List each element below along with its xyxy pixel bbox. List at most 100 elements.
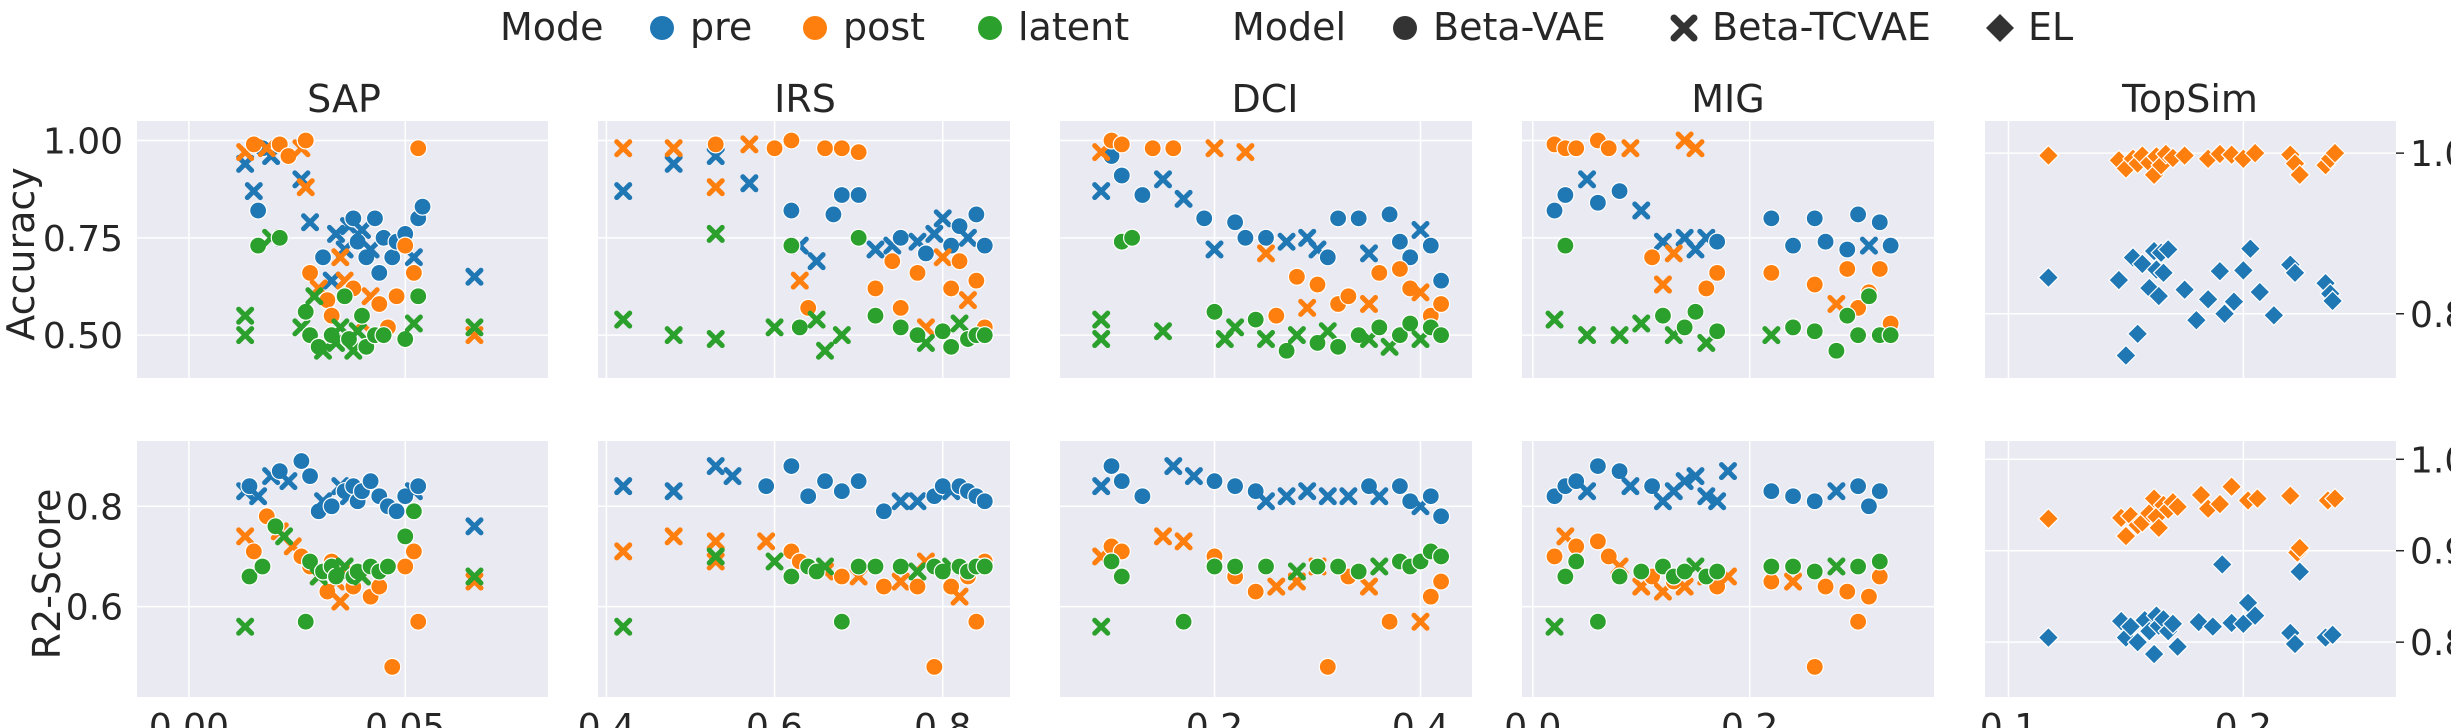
latent-beta-vae-point [396, 527, 415, 546]
post-el-point [2324, 487, 2346, 510]
latent-beta-tcvae-point [706, 224, 725, 243]
latent-beta-vae-point [1762, 557, 1781, 576]
pre-beta-tcvae-point [1578, 170, 1597, 189]
post-beta-vae-point [1287, 267, 1307, 286]
post-beta-vae-point [409, 139, 428, 158]
latent-beta-vae-point [866, 557, 885, 576]
post-beta-vae-point [1849, 612, 1868, 631]
post-el-point [2246, 487, 2269, 510]
column-title-mig: MIG [1691, 77, 1764, 121]
post-beta-vae-point [1112, 135, 1131, 154]
latent-beta-vae-point [1827, 341, 1846, 360]
pre-beta-tcvae-point [723, 467, 742, 486]
post-beta-tcvae-point [1154, 527, 1172, 546]
post-beta-vae-point [1838, 582, 1857, 601]
post-beta-tcvae-point [664, 139, 683, 158]
pre-beta-tcvae-point [1092, 477, 1111, 496]
latent-beta-vae-point [1431, 326, 1451, 345]
pre-beta-vae-point [1102, 456, 1121, 476]
post-beta-tcvae-point [1236, 143, 1255, 162]
legend-latent-label: latent [1018, 5, 1129, 49]
post-beta-tcvae-point [891, 572, 910, 591]
pre-beta-vae-point [1610, 462, 1629, 481]
post-beta-vae-point [1431, 572, 1451, 591]
pre-beta-vae-point [365, 209, 385, 228]
latent-beta-vae-point [296, 612, 315, 631]
latent-beta-vae-point [1390, 326, 1410, 345]
panel-irs-accuracy [598, 121, 1010, 378]
pre-el-point [2321, 623, 2344, 646]
panel-sap-accuracy: 0.50 0.75 1.00 [43, 121, 548, 378]
post-beta-vae-point [1762, 572, 1781, 591]
latent-beta-vae-point [1246, 310, 1265, 329]
post-beta-vae-point [706, 135, 725, 154]
latent-beta-vae-point [409, 287, 428, 306]
pre-beta-vae-point [292, 451, 311, 471]
latent-beta-vae-point [1708, 322, 1727, 341]
pre-beta-vae-point [975, 492, 994, 511]
pre-beta-vae-point [1133, 487, 1152, 506]
legend-beta-vae-marker [1393, 16, 1417, 40]
pre-beta-tcvae-point [301, 213, 320, 232]
latent-beta-tcvae-point [832, 326, 851, 345]
latent-beta-tcvae-point [1578, 326, 1597, 345]
post-beta-vae-point [370, 577, 389, 596]
post-beta-vae-point [832, 139, 851, 158]
pre-beta-tcvae-point [706, 457, 725, 476]
legend-pre-label: pre [690, 5, 752, 49]
y-tick-label: 0.6 [66, 588, 123, 629]
y-tick-label: 1.0 [2410, 440, 2451, 481]
post-beta-vae-point [1643, 248, 1662, 267]
latent-beta-vae-point [891, 557, 910, 576]
column-title-irs: IRS [774, 77, 836, 121]
pre-beta-vae-point [1380, 205, 1399, 224]
x-tick-label: 0.05 [365, 707, 445, 728]
latent-beta-tcvae-point [1092, 617, 1111, 636]
y-tick-label: 0.8 [2410, 623, 2451, 664]
post-beta-tcvae-point [1827, 295, 1846, 314]
post-beta-tcvae-point [1360, 295, 1378, 314]
post-beta-vae-point [409, 612, 428, 631]
pre-beta-tcvae-point [352, 221, 371, 240]
post-beta-tcvae-point [1298, 298, 1317, 317]
post-beta-tcvae-point [236, 527, 255, 546]
post-beta-vae-point [1805, 657, 1824, 676]
pre-beta-vae-point [815, 472, 835, 491]
latent-beta-tcvae-point [1226, 318, 1245, 337]
pre-beta-tcvae-point [1277, 232, 1296, 251]
pre-beta-tcvae-point [1719, 462, 1737, 481]
post-beta-tcvae-point [664, 527, 683, 546]
pre-beta-vae-point [1870, 213, 1889, 232]
post-el-point [2279, 485, 2302, 507]
pre-beta-vae-point [891, 228, 910, 247]
latent-beta-tcvae-point [1287, 326, 1306, 345]
post-el-point [2209, 493, 2231, 515]
pre-beta-vae-point [1556, 185, 1575, 205]
latent-beta-tcvae-point [1257, 330, 1275, 349]
latent-beta-vae-point [1686, 302, 1705, 321]
pre-beta-vae-point [1643, 477, 1662, 496]
post-beta-tcvae-point [1092, 143, 1111, 162]
y-tick-label: 0.50 [43, 316, 123, 357]
latent-beta-tcvae-point [1318, 322, 1337, 341]
latent-beta-vae-point [1708, 562, 1727, 581]
pre-beta-vae-point [1421, 487, 1440, 506]
pre-beta-tcvae-point [322, 271, 341, 290]
post-beta-vae-point [1805, 275, 1824, 294]
legend: Mode pre post latent Model Beta-VAE Beta… [500, 5, 2073, 49]
post-beta-vae-point [387, 287, 406, 306]
pre-beta-tcvae-point [1360, 244, 1378, 263]
latent-beta-vae-point [1277, 341, 1296, 360]
latent-beta-vae-point [1838, 306, 1857, 325]
latent-beta-tcvae-point [1380, 337, 1399, 356]
panel-irs-r2-score: 0.4 0.6 0.8 [578, 441, 1010, 728]
post-beta-vae-point [1567, 139, 1586, 158]
x-tick-label: 0.4 [1392, 707, 1449, 728]
pre-el-point [2173, 278, 2196, 301]
y-tick-label: 1.0 [2410, 134, 2451, 175]
latent-beta-tcvae-point [765, 552, 784, 571]
pre-beta-vae-point [1610, 181, 1629, 201]
pre-beta-vae-point [1588, 456, 1607, 476]
post-beta-vae-point [1859, 587, 1879, 606]
pre-beta-tcvae-point [807, 252, 826, 271]
